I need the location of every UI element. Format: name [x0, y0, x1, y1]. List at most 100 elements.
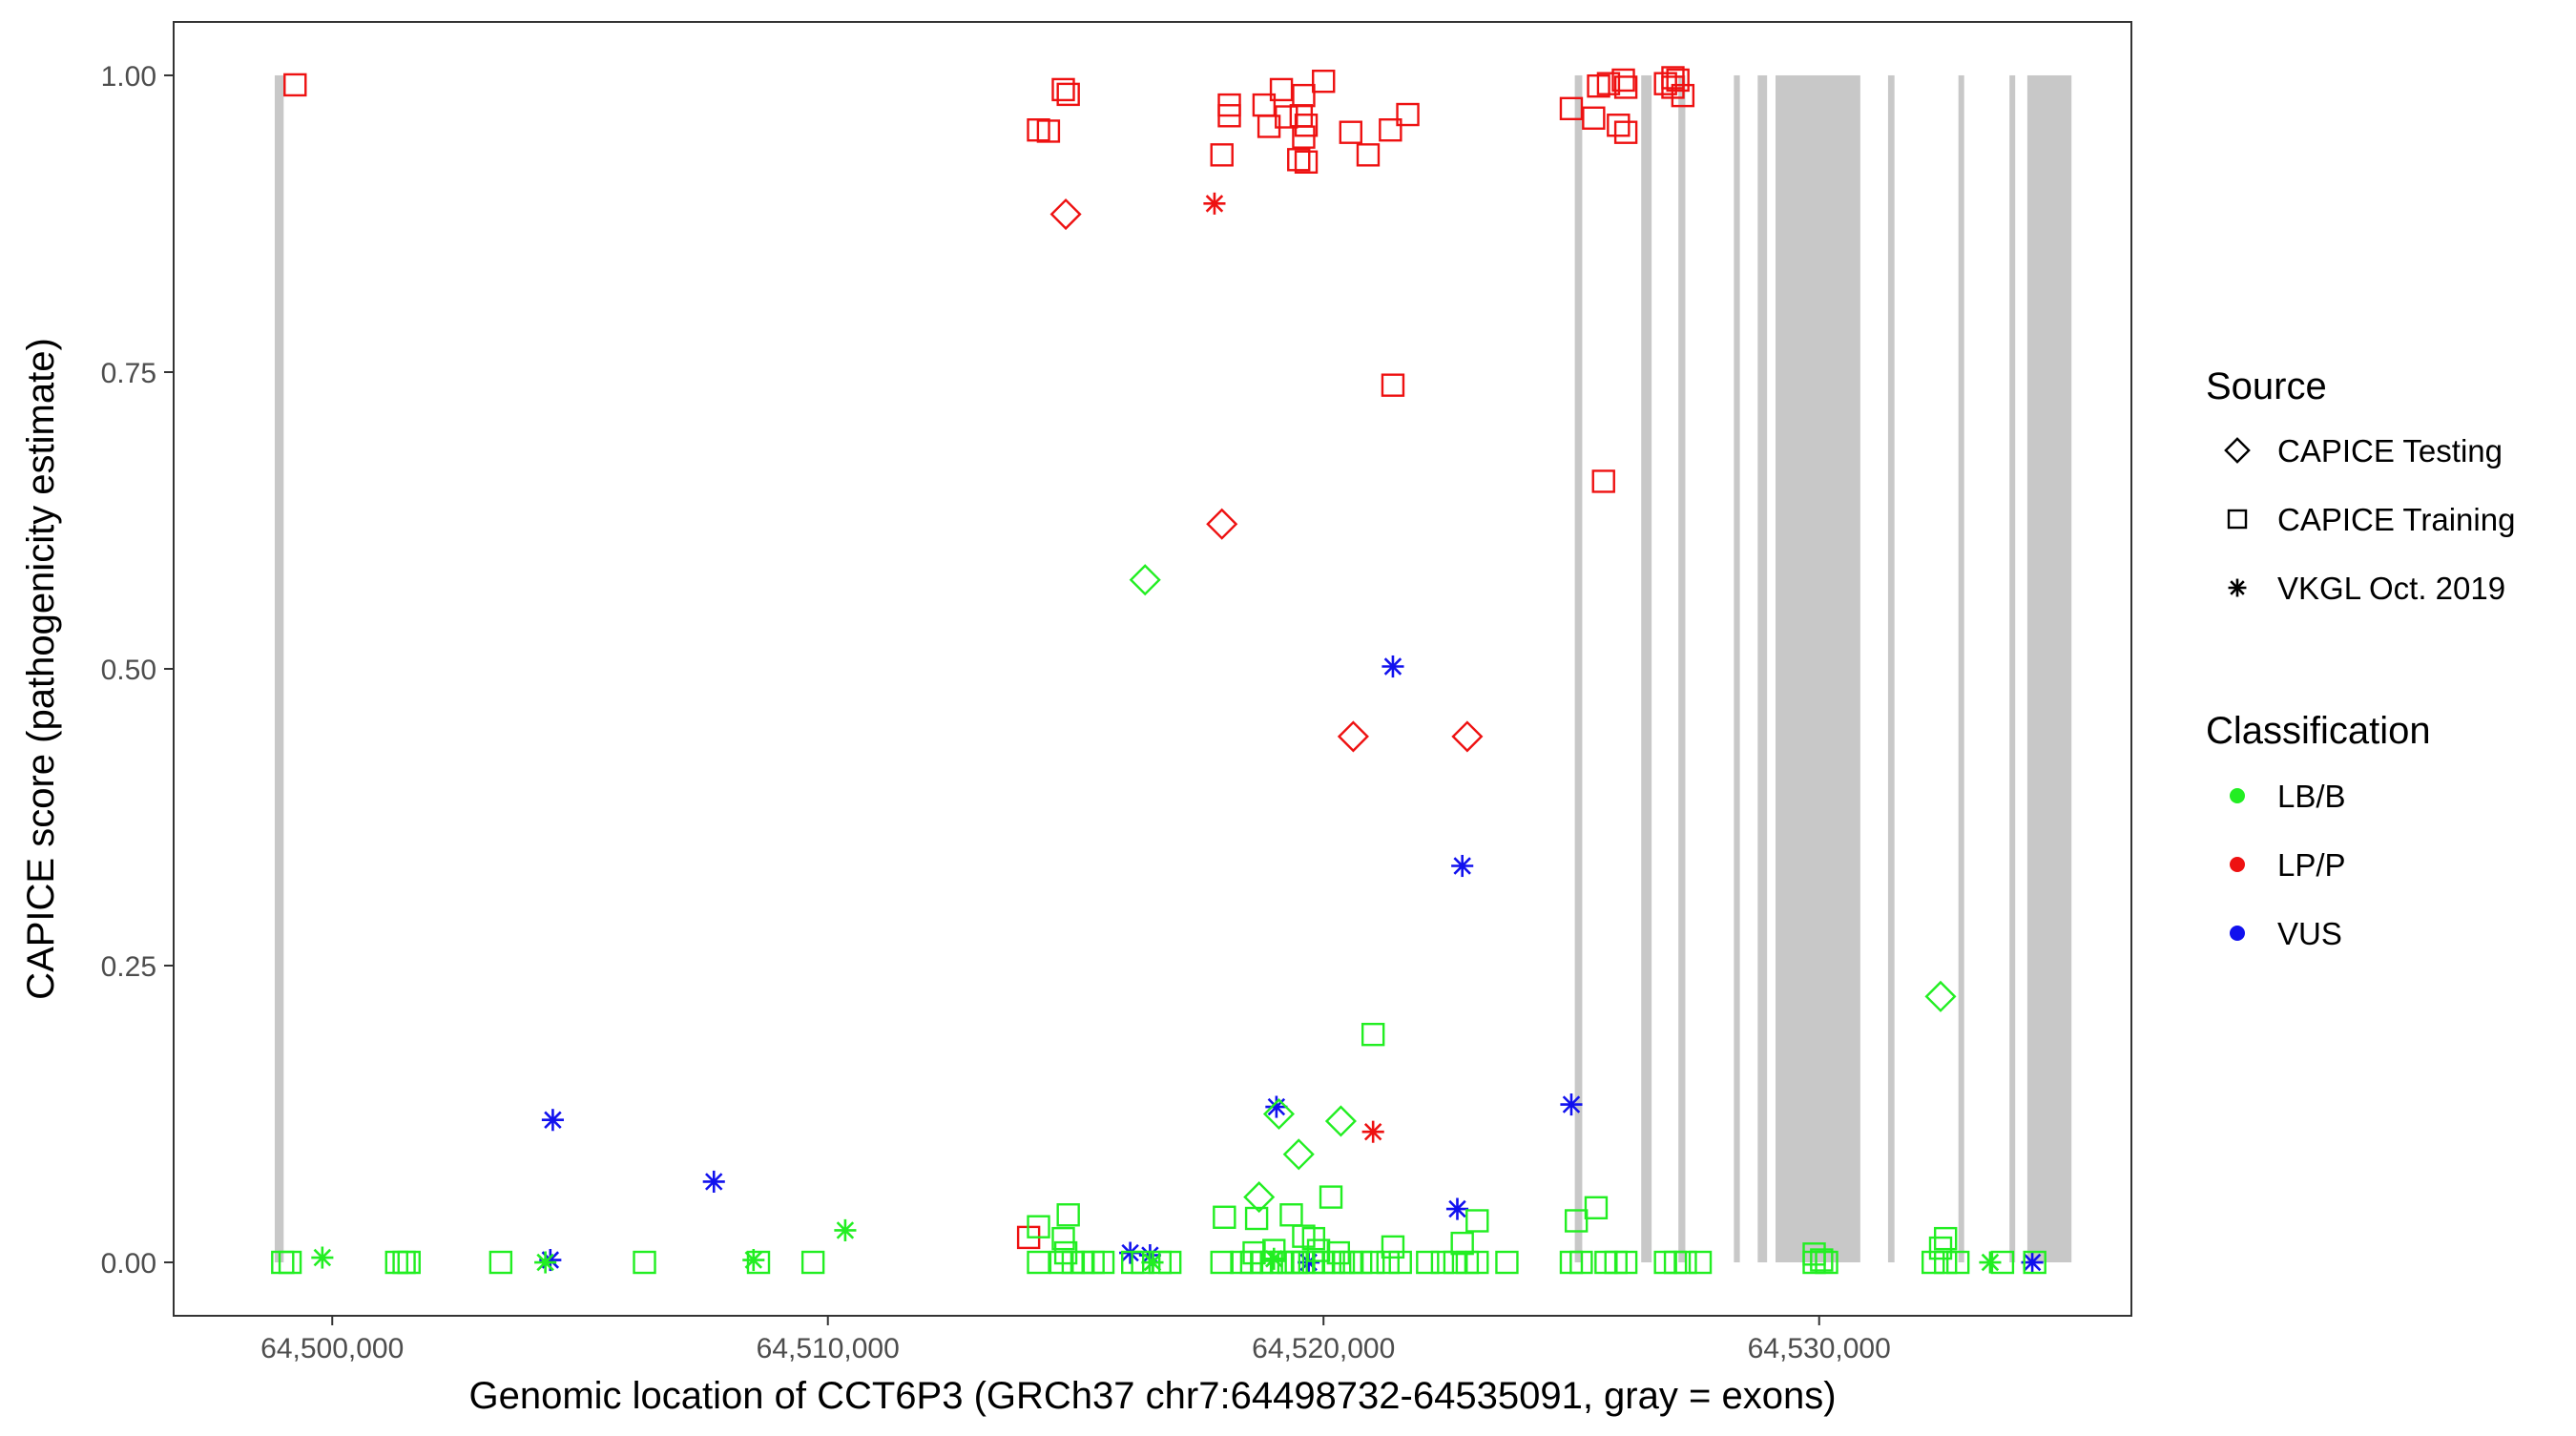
legend-class-key	[2230, 857, 2245, 872]
data-point	[278, 1250, 302, 1275]
legend-class-label: LB/B	[2277, 779, 2346, 814]
asterisk-stroke	[705, 1173, 723, 1191]
data-point	[1613, 120, 1638, 144]
diamond-marker	[1129, 564, 1161, 596]
data-point	[1465, 1250, 1489, 1275]
square-marker	[1388, 1250, 1412, 1275]
square-marker	[1450, 1231, 1474, 1256]
data-point	[397, 1250, 421, 1275]
square-marker	[1312, 70, 1336, 94]
data-point	[1451, 720, 1484, 753]
square-marker	[1582, 106, 1606, 130]
square-marker	[633, 1250, 656, 1275]
asterisk-stroke	[536, 1253, 554, 1272]
legend-source-label: CAPICE Training	[2277, 502, 2515, 537]
legend: Source Classification CAPICE Testing CAPI…	[2206, 365, 2515, 951]
data-point	[1348, 1250, 1373, 1275]
data-point	[1361, 1120, 1384, 1143]
square-marker	[1381, 373, 1405, 397]
point-layer	[271, 66, 2046, 1275]
data-point	[1564, 1209, 1589, 1233]
data-point	[1416, 1250, 1440, 1275]
x-tick-label: 64,510,000	[757, 1333, 900, 1364]
exon-band	[1958, 74, 1964, 1263]
square-marker	[488, 1250, 513, 1275]
square-marker	[2227, 509, 2248, 530]
data-point	[1928, 1236, 1953, 1260]
square-marker	[1933, 1250, 1958, 1275]
square-marker	[1319, 1185, 1343, 1209]
data-point	[702, 1170, 725, 1193]
square-marker	[1292, 125, 1316, 149]
data-point	[1688, 1250, 1713, 1275]
data-point	[1262, 1247, 1285, 1270]
data-point	[1294, 150, 1319, 174]
data-point	[1129, 564, 1161, 596]
exon-band	[1734, 74, 1740, 1263]
exon-band	[1641, 74, 1652, 1263]
y-tick-label: 0.25	[101, 951, 156, 983]
data-point	[1924, 980, 1957, 1012]
square-marker	[1217, 104, 1241, 128]
data-point	[1376, 1250, 1400, 1275]
asterisk-stroke	[1383, 657, 1402, 676]
data-point	[1312, 70, 1336, 94]
asterisk-stroke	[1205, 195, 1224, 213]
data-point	[1673, 1250, 1697, 1275]
data-point	[1922, 1250, 1945, 1275]
square-marker	[1056, 1203, 1080, 1227]
square-marker	[1091, 1250, 1115, 1275]
data-point	[1584, 1196, 1609, 1219]
square-marker	[1294, 150, 1319, 174]
square-marker	[746, 1250, 771, 1275]
exon-band	[1574, 74, 1583, 1263]
square-marker	[1613, 120, 1638, 144]
y-tick-label: 0.75	[101, 358, 156, 389]
square-marker	[1591, 469, 1615, 493]
square-marker	[1051, 77, 1075, 102]
diamond-marker	[1924, 980, 1957, 1012]
data-point	[1815, 1250, 1839, 1275]
square-marker	[397, 1250, 421, 1275]
data-point	[488, 1250, 513, 1275]
data-point	[1306, 1238, 1331, 1262]
legend-class-label: VUS	[2277, 916, 2342, 951]
data-point	[1339, 120, 1362, 144]
data-point	[1361, 1022, 1385, 1047]
square-marker	[1430, 1250, 1455, 1275]
data-point	[1091, 1250, 1115, 1275]
legend-source-title: Source	[2206, 365, 2327, 407]
data-point	[311, 1246, 334, 1269]
data-point	[1036, 119, 1061, 143]
square-marker	[1210, 1250, 1234, 1275]
data-point	[1275, 105, 1298, 129]
data-point	[1666, 68, 1690, 93]
data-point	[1217, 104, 1241, 128]
data-point	[742, 1248, 765, 1272]
asterisk-stroke	[744, 1251, 763, 1269]
exon-band	[2009, 74, 2016, 1263]
square-marker	[1673, 1250, 1697, 1275]
legend-source-key	[2228, 578, 2247, 597]
data-point	[1613, 75, 1638, 99]
data-point	[1027, 1215, 1050, 1238]
y-tick-label: 1.00	[101, 61, 156, 93]
diamond-marker	[1262, 1097, 1296, 1131]
asterisk-stroke	[1562, 1095, 1581, 1113]
data-point	[1445, 1197, 1469, 1220]
data-point	[1203, 192, 1226, 215]
square-marker	[1815, 1250, 1839, 1275]
diamond-marker	[1206, 508, 1238, 540]
square-marker	[283, 73, 307, 97]
data-point	[1301, 1226, 1326, 1251]
exon-band	[1776, 74, 1860, 1263]
square-marker	[1339, 120, 1362, 144]
diamond-marker	[1451, 720, 1484, 753]
square-marker	[1559, 96, 1584, 121]
square-marker	[1294, 114, 1319, 137]
y-axis-title: CAPICE score (pathogenicity estimate)	[20, 338, 62, 1000]
data-point	[1294, 114, 1319, 137]
data-point	[1381, 655, 1404, 678]
data-point	[1326, 1240, 1351, 1265]
